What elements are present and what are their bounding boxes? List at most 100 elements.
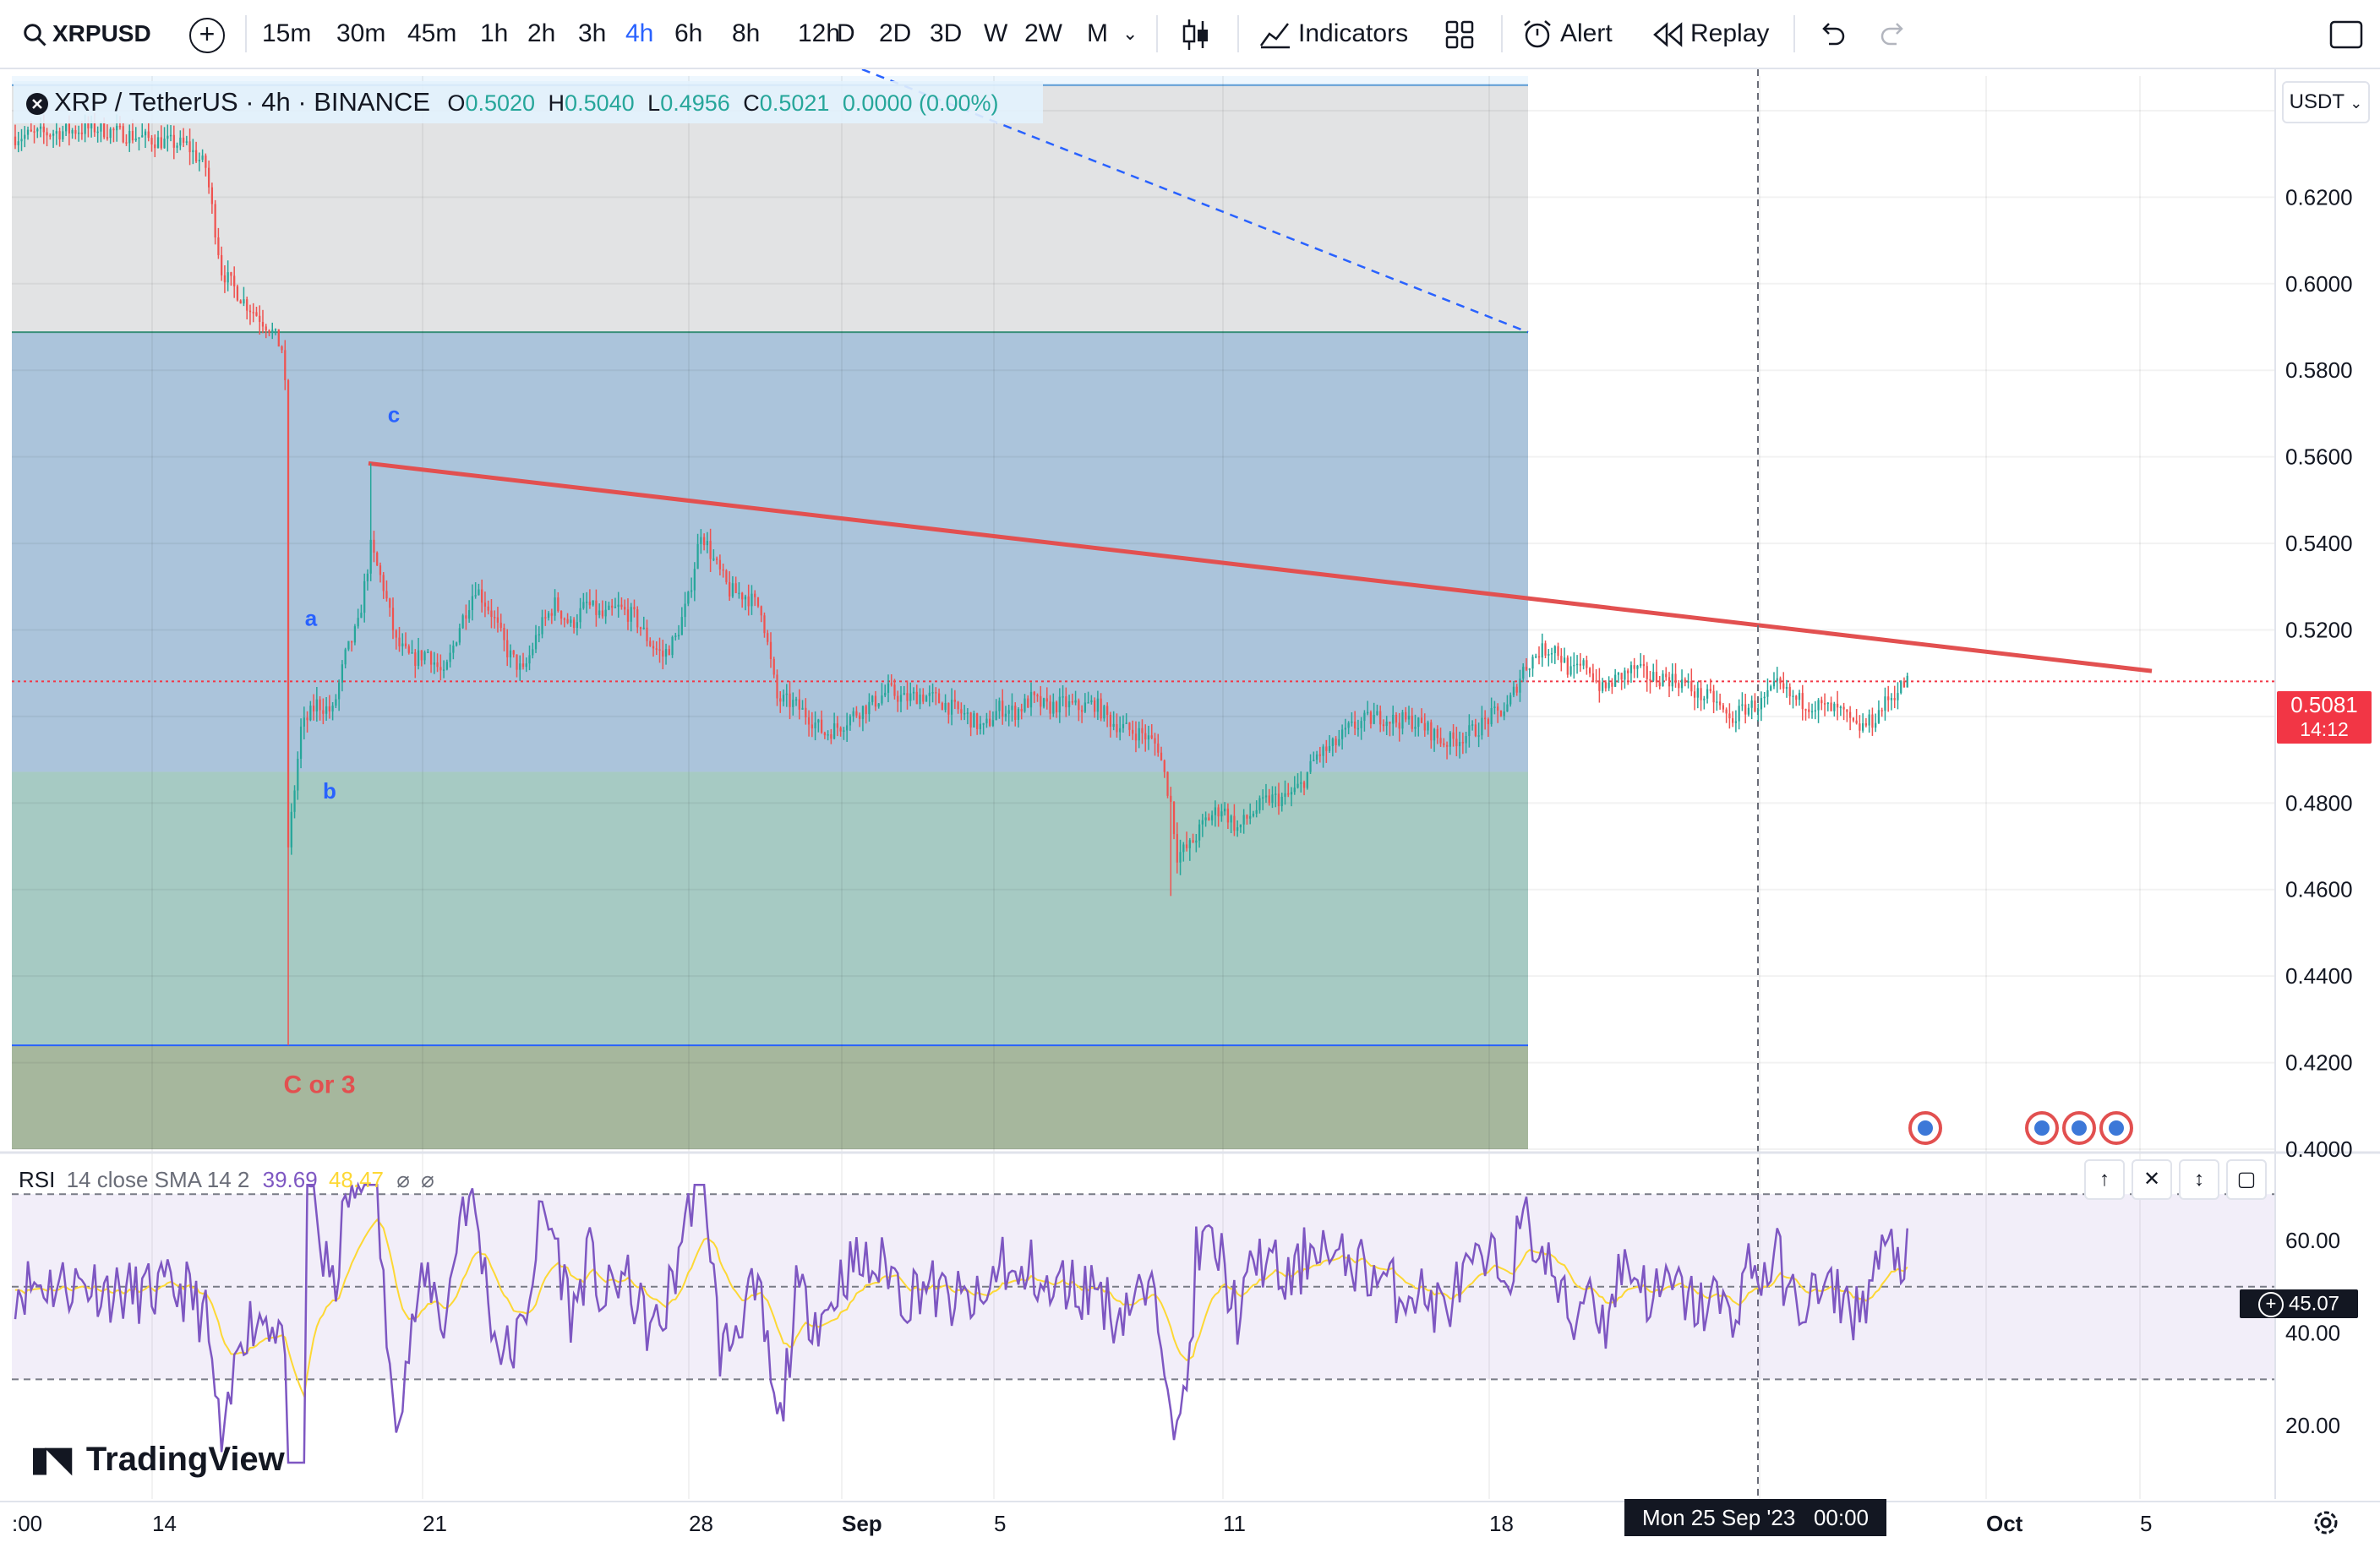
rsi-params: 14 close SMA 14 2: [66, 1167, 250, 1192]
candle-body: [1747, 707, 1750, 715]
currency-label: USDT: [2289, 90, 2345, 113]
candle-body: [722, 569, 724, 571]
tv-logo-icon: ▮◥: [30, 1441, 72, 1478]
candle-body: [1275, 793, 1277, 795]
interval-dropdown-icon[interactable]: ⌄: [1122, 23, 1138, 44]
interval-8h[interactable]: 8h: [732, 19, 761, 47]
price-tick-label: 0.4200: [2285, 1050, 2353, 1076]
brand-label: TradingView: [85, 1441, 285, 1478]
candle-body: [471, 596, 474, 611]
indicators-button[interactable]: Indicators: [1259, 0, 1408, 68]
candle-body: [411, 652, 413, 654]
window-icon: [2329, 20, 2363, 49]
interval-2D[interactable]: 2D: [879, 19, 912, 47]
collapse-pane-button[interactable]: ↕: [2179, 1159, 2219, 1200]
time-axis[interactable]: :00 14 21 28 Sep 5 11 18 Oct 5: [0, 1501, 2380, 1548]
maximize-icon: ▢: [2236, 1168, 2257, 1191]
rsi-tick-label: 40.00: [2285, 1321, 2340, 1346]
interval-30m[interactable]: 30m: [336, 19, 386, 47]
candle-body: [1354, 721, 1356, 729]
candle-body: [118, 125, 122, 128]
interval-1h[interactable]: 1h: [480, 19, 509, 47]
interval-45m[interactable]: 45m: [407, 19, 457, 47]
candle-body: [528, 655, 531, 664]
price-tick-label: 0.4400: [2285, 963, 2353, 989]
candle-body: [772, 658, 775, 675]
interval-4h[interactable]: 4h: [625, 19, 654, 47]
candle-body: [1671, 673, 1673, 687]
candle-body: [849, 716, 852, 726]
rsi-legend[interactable]: RSI 14 close SMA 14 2 39.69 48.47 ⌀ ⌀: [19, 1163, 434, 1196]
price-tick-label: 0.5800: [2285, 357, 2353, 383]
candle-body: [626, 609, 630, 622]
candle-body: [572, 619, 576, 628]
last-price-label: 0.5081 14:12: [2277, 691, 2372, 744]
settings-button[interactable]: [2309, 1506, 2343, 1540]
candle-body: [1836, 703, 1839, 708]
resistance-trendline[interactable]: [368, 461, 2153, 673]
compare-button[interactable]: +: [189, 18, 225, 53]
interval-12h[interactable]: 12h: [798, 19, 841, 47]
candle-body: [611, 605, 614, 608]
candle-body: [950, 700, 953, 715]
candle-body: [839, 728, 842, 732]
add-plus-icon[interactable]: +: [2257, 1291, 2284, 1317]
candle-body: [1430, 722, 1433, 741]
candle-body: [1668, 677, 1671, 687]
interval-W[interactable]: W: [984, 19, 1008, 47]
candle-body: [1417, 717, 1420, 728]
interval-M[interactable]: M: [1087, 19, 1108, 47]
candle-body: [798, 699, 800, 710]
candle-body: [373, 539, 375, 553]
interval-D[interactable]: D: [837, 19, 855, 47]
undo-button[interactable]: [1817, 0, 1846, 68]
candle-body: [192, 150, 194, 153]
candle-body: [1725, 709, 1728, 714]
interval-3h[interactable]: 3h: [578, 19, 607, 47]
chevron-down-icon: ⌄: [2350, 95, 2363, 112]
candle-body: [582, 602, 585, 608]
interval-6h[interactable]: 6h: [674, 19, 703, 47]
alert-button[interactable]: Alert: [1521, 0, 1613, 68]
candle-body: [1512, 686, 1515, 695]
move-pane-up-button[interactable]: ↑: [2084, 1159, 2125, 1200]
currency-selector[interactable]: USDT ⌄: [2282, 81, 2370, 123]
interval-3D[interactable]: 3D: [930, 19, 963, 47]
candle-body: [1897, 693, 1899, 700]
candle-body: [427, 651, 429, 653]
candle-body: [80, 132, 84, 134]
interval-2h[interactable]: 2h: [527, 19, 556, 47]
maximize-pane-button[interactable]: ▢: [2226, 1159, 2267, 1200]
fullscreen-button[interactable]: [2329, 0, 2363, 68]
close-icon: ✕: [2143, 1168, 2161, 1191]
candle-body: [624, 607, 626, 610]
candle-body: [1036, 695, 1039, 697]
candle-body: [227, 272, 229, 283]
time-tick-label: 28: [689, 1511, 713, 1536]
candle-body: [1325, 746, 1328, 751]
hide-legend-icon[interactable]: [25, 92, 49, 116]
replay-button[interactable]: Replay: [1653, 0, 1769, 68]
close-pane-button[interactable]: ✕: [2132, 1159, 2172, 1200]
candle-body: [1595, 680, 1597, 682]
candle-body: [1471, 724, 1474, 726]
candle-body: [1002, 700, 1004, 717]
redo-button[interactable]: [1880, 0, 1908, 68]
candle-body: [201, 155, 204, 161]
interval-2W[interactable]: 2W: [1024, 19, 1062, 47]
chart-type-button[interactable]: [1182, 0, 1210, 68]
candle-body: [64, 123, 68, 132]
layouts-button[interactable]: [1445, 0, 1474, 68]
candle-body: [185, 141, 188, 143]
candle-body: [1116, 723, 1118, 733]
candle-body: [642, 627, 645, 630]
symbol-legend[interactable]: XRP / TetherUS · 4h · BINANCE O0.5020 H0…: [14, 81, 1043, 123]
candle-body: [93, 120, 96, 133]
tradingview-logo[interactable]: ▮◥ TradingView: [30, 1440, 285, 1479]
price-tick-label: 0.5200: [2285, 617, 2353, 642]
symbol-search[interactable]: XRPUSD: [22, 0, 151, 68]
candle-body: [928, 692, 931, 696]
interval-15m[interactable]: 15m: [262, 19, 312, 47]
candle-body: [1236, 827, 1239, 831]
